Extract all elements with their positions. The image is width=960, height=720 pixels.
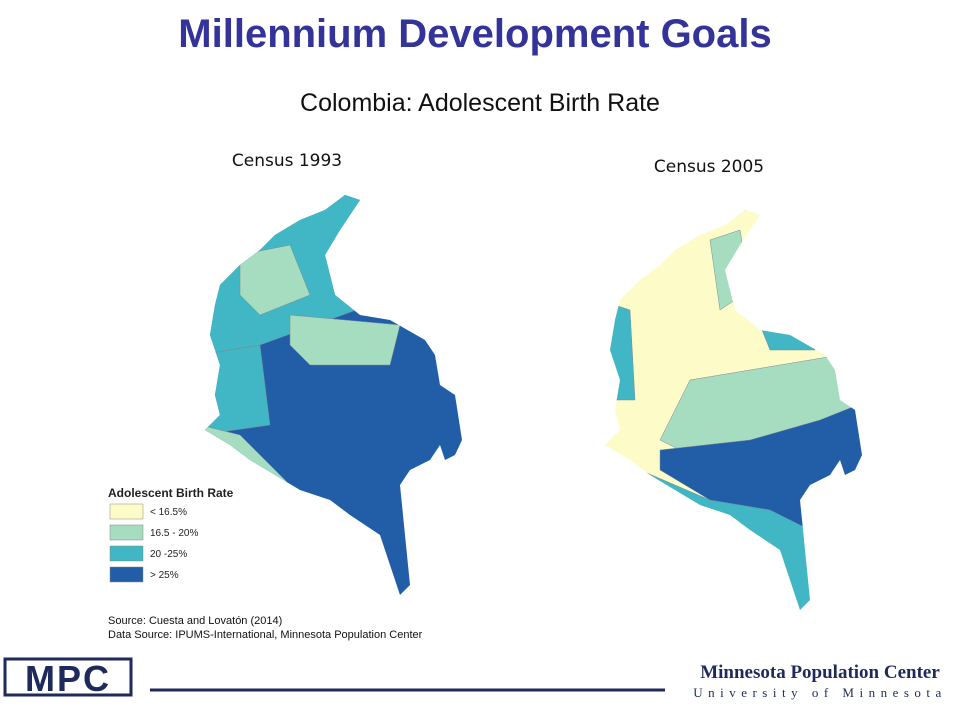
map-region: [205, 344, 271, 436]
org: Minnesota Population Center: [700, 662, 940, 683]
legend-swatch: [109, 545, 144, 562]
legend-title: Adolescent Birth Rate: [108, 486, 234, 500]
legend: Adolescent Birth Rate < 16.5% 16.5 - 20% 2…: [108, 486, 234, 583]
source: Data Source: IPUMS-International, Minnes…: [108, 629, 423, 641]
legend-swatch: [109, 566, 144, 583]
subtitle: Colombia: Adolescent Birth Rate: [300, 89, 660, 117]
title: Millennium Development Goals: [178, 12, 771, 56]
logo: MPC: [25, 658, 111, 699]
legend-label: 16.5 - 20%: [150, 528, 198, 539]
legend-label: 20 -25%: [150, 549, 187, 560]
map-region: [605, 299, 636, 401]
university: University of Minnesota: [693, 685, 947, 700]
legend-swatch: [109, 524, 144, 541]
logo-box: [3, 657, 133, 697]
map-2005: [605, 210, 862, 610]
map-label: Census 1993: [232, 151, 342, 171]
map-region: [239, 244, 311, 316]
footer: MPC Minnesota Population Center Universi…: [3, 657, 947, 700]
map-region: [759, 324, 816, 351]
legend-label: > 25%: [150, 570, 179, 581]
legend-label: < 16.5%: [150, 507, 187, 518]
map-1993: [205, 195, 462, 595]
source: Source: Cuesta and Lovatón (2014): [108, 615, 282, 627]
legend-swatch: [109, 503, 144, 520]
map-label: Census 2005: [654, 157, 764, 177]
map-region: [289, 314, 401, 366]
